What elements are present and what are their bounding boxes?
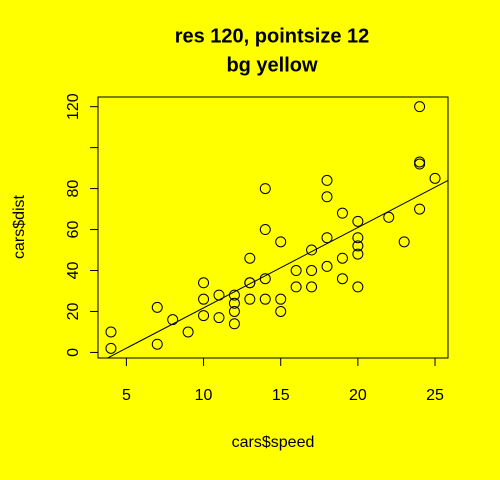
- point: [306, 281, 318, 293]
- chart-title: res 120, pointsize 12: [175, 25, 370, 47]
- point: [198, 310, 210, 322]
- point: [352, 240, 364, 252]
- y-tick-label: 0: [65, 348, 82, 357]
- x-tick-label: 10: [195, 387, 213, 404]
- point: [228, 305, 240, 317]
- point: [244, 277, 256, 289]
- point: [321, 174, 333, 186]
- x-tick-label: 20: [349, 387, 367, 404]
- point: [151, 301, 163, 313]
- point: [198, 293, 210, 305]
- point: [244, 293, 256, 305]
- point: [259, 224, 271, 236]
- x-tick-label: 25: [426, 387, 444, 404]
- y-tick-label: 20: [65, 302, 82, 320]
- point: [336, 252, 348, 264]
- point: [352, 215, 364, 227]
- point: [306, 244, 318, 256]
- point: [321, 232, 333, 244]
- point: [414, 156, 426, 168]
- point: [275, 293, 287, 305]
- y-tick-label: 40: [65, 262, 82, 280]
- point: [259, 183, 271, 195]
- point: [290, 281, 302, 293]
- point: [228, 318, 240, 330]
- point: [228, 289, 240, 301]
- point: [352, 281, 364, 293]
- y-tick-label: 120: [65, 93, 82, 120]
- point: [259, 293, 271, 305]
- point: [275, 236, 287, 248]
- regression-line: [106, 180, 448, 358]
- y-tick-label: 60: [65, 221, 82, 239]
- point: [352, 248, 364, 260]
- point: [275, 305, 287, 317]
- point: [336, 207, 348, 219]
- point: [167, 314, 179, 326]
- point: [198, 277, 210, 289]
- chart-subtitle: bg yellow: [226, 54, 318, 76]
- point: [306, 265, 318, 277]
- point: [290, 265, 302, 277]
- point: [321, 260, 333, 272]
- point: [414, 203, 426, 215]
- point: [336, 273, 348, 285]
- point: [105, 342, 117, 354]
- x-axis-title: cars$speed: [232, 434, 315, 451]
- point: [182, 326, 194, 338]
- y-tick-label: 80: [65, 180, 82, 198]
- point: [352, 232, 364, 244]
- x-tick-label: 5: [122, 387, 131, 404]
- point: [244, 252, 256, 264]
- point: [398, 236, 410, 248]
- point: [228, 297, 240, 309]
- y-axis-title: cars$dist: [11, 194, 28, 259]
- point: [414, 101, 426, 113]
- point: [383, 211, 395, 223]
- point: [321, 191, 333, 203]
- point: [429, 172, 441, 184]
- point: [213, 312, 225, 324]
- point: [151, 338, 163, 350]
- point: [105, 326, 117, 338]
- x-tick-label: 15: [272, 387, 290, 404]
